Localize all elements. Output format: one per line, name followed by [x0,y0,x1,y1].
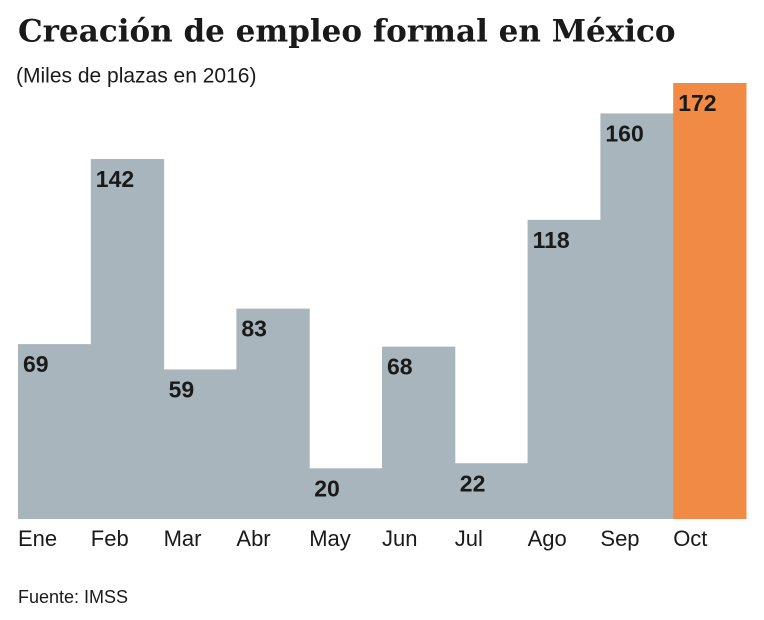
value-label: 142 [96,166,134,192]
x-tick-label: Oct [673,526,707,551]
bar [600,113,674,519]
bar [18,344,92,519]
x-tick-label: May [309,526,351,551]
source: Fuente: IMSS [18,587,128,607]
x-tick-label: Ago [528,526,567,551]
chart-subtitle: (Miles de plazas en 2016) [16,65,256,88]
x-tick-label: Ene [18,526,57,551]
value-label: 20 [314,475,340,501]
value-label: 68 [387,354,413,380]
value-label: 22 [460,470,486,496]
bar [90,159,165,519]
value-label: 83 [241,316,267,342]
x-tick-label: Abr [236,526,270,551]
x-tick-label: Jun [382,526,417,551]
bar [454,463,529,519]
x-tick-label: Feb [91,526,129,551]
x-tick-label: Jul [455,526,483,551]
x-tick-label: Sep [600,526,639,551]
bar [163,369,237,519]
x-tick-label: Mar [164,526,202,551]
bar [236,308,310,519]
value-label: 69 [23,351,49,377]
bar [673,83,747,519]
value-label: 59 [169,377,195,403]
bar [382,346,456,519]
bar [309,468,383,519]
chart-title: Creación de empleo formal en México [18,14,676,50]
value-label: 172 [678,90,716,116]
value-label: 118 [533,227,570,253]
bar [527,219,601,519]
value-label: 160 [605,120,643,146]
